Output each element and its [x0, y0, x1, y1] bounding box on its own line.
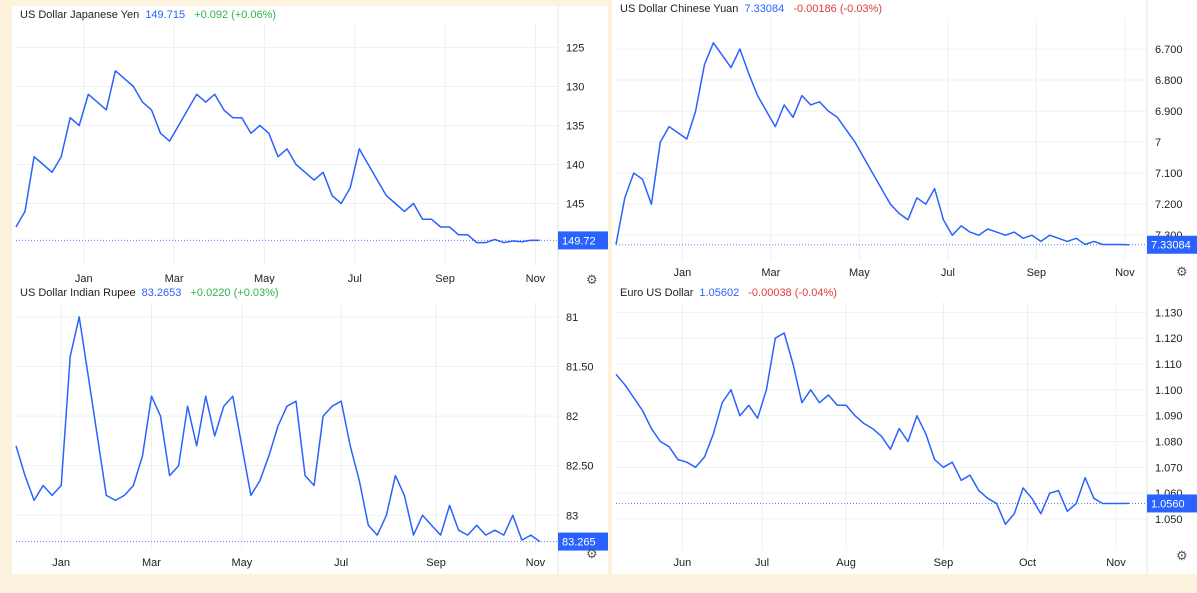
line-chart[interactable]: Jan Mar May Jul Sep Nov 81 81.50 82 82.50 83 83.265 [12, 284, 608, 574]
y-tick-label: 125 [566, 42, 584, 54]
y-tick-label: 1.070 [1155, 462, 1183, 474]
x-tick-label: Jan [674, 267, 692, 279]
chart-panel-eur-usd: Euro US Dollar 1.05602 -0.00038 (-0.04%)… [612, 284, 1197, 574]
series-line [615, 332, 1130, 525]
y-tick-label: 81.50 [566, 361, 594, 373]
last-price: 83.2653 [141, 287, 182, 299]
x-tick-label: Nov [526, 273, 546, 285]
y-tick-label: 6.800 [1155, 75, 1183, 87]
last-price: 149.715 [145, 9, 186, 21]
y-tick-label: 1.080 [1155, 437, 1183, 449]
y-tick-label: 130 [566, 81, 584, 93]
x-tick-label: May [849, 267, 870, 279]
series-line [15, 70, 540, 244]
y-tick-label: 1.130 [1155, 307, 1183, 319]
y-tick-label: 7.100 [1155, 168, 1183, 180]
last-price: 1.05602 [699, 287, 740, 299]
last-price-badge: 83.265 [558, 532, 608, 551]
badge-background [558, 231, 608, 250]
x-tick-label: Nov [526, 557, 546, 569]
chart-header: Euro US Dollar 1.05602 -0.00038 (-0.04%) [620, 287, 837, 299]
y-tick-label: 1.050 [1155, 514, 1183, 526]
chart-title: Euro US Dollar [620, 287, 694, 299]
y-tick-label: 1.110 [1155, 359, 1182, 371]
chart-title: US Dollar Indian Rupee [20, 287, 136, 299]
x-tick-label: Sep [934, 557, 954, 569]
last-price: 7.33084 [744, 3, 785, 15]
y-tick-label: 81 [566, 312, 578, 324]
line-chart[interactable]: Jan Mar May Jul Sep Nov 125 130 135 140 145 149.72 [12, 6, 608, 290]
badge-background [1147, 235, 1197, 254]
y-tick-label: 1.090 [1155, 411, 1183, 423]
x-tick-label: Oct [1019, 557, 1036, 569]
x-tick-label: Jan [75, 273, 93, 285]
last-price-badge: 1.0560 [1147, 494, 1197, 513]
x-tick-label: Jul [334, 557, 348, 569]
last-price-badge: 7.33084 [1147, 235, 1197, 254]
y-tick-label: 1.120 [1155, 333, 1183, 345]
x-tick-label: Mar [165, 273, 184, 285]
chart-title: US Dollar Chinese Yuan [620, 3, 739, 15]
gear-icon[interactable]: ⚙ [1176, 548, 1188, 563]
badge-label: 7.33084 [1151, 240, 1191, 252]
y-tick-label: 83 [566, 510, 578, 522]
badge-background [558, 532, 608, 551]
badge-label: 149.72 [562, 235, 596, 247]
x-tick-label: Jul [755, 557, 769, 569]
chart-header: US Dollar Chinese Yuan 7.33084 -0.00186 … [620, 3, 882, 15]
y-tick-label: 7 [1155, 137, 1161, 149]
line-chart[interactable]: Jun Jul Aug Sep Oct Nov1.0501.0601.0701.0801.… [612, 284, 1197, 574]
chart-header: US Dollar Japanese Yen 149.715 +0.092 (+… [20, 9, 276, 21]
series-line [15, 316, 541, 543]
x-tick-label: Jan [52, 557, 70, 569]
price-change: +0.0220 [190, 287, 231, 299]
x-tick-label: May [231, 557, 252, 569]
price-change-percent: (-0.03%) [839, 3, 882, 15]
price-change-percent: (+0.06%) [231, 9, 277, 21]
x-tick-label: Jul [348, 273, 362, 285]
y-tick-label: 140 [566, 160, 584, 172]
x-tick-label: Sep [1027, 267, 1047, 279]
chart-panel-usd-jpy: US Dollar Japanese Yen 149.715 +0.092 (+… [12, 6, 608, 290]
badge-label: 83.265 [562, 537, 596, 549]
y-tick-label: 82 [566, 411, 578, 423]
y-tick-label: 145 [566, 199, 584, 211]
line-chart[interactable]: Jan Mar May Jul Sep Nov 6.700 6.800 6.900 7 7.100 7… [612, 0, 1197, 284]
y-tick-label: 1.100 [1155, 385, 1183, 397]
x-tick-label: Mar [142, 557, 161, 569]
chart-header: US Dollar Indian Rupee 83.2653 +0.0220 (… [20, 287, 279, 299]
series-line [615, 42, 1130, 246]
x-tick-label: Jul [941, 267, 955, 279]
y-tick-label: 82.50 [566, 461, 594, 473]
chart-panel-usd-inr: US Dollar Indian Rupee 83.2653 +0.0220 (… [12, 284, 608, 574]
price-change: -0.00038 [748, 287, 792, 299]
price-change: -0.00186 [793, 3, 837, 15]
x-tick-label: Jun [674, 557, 692, 569]
chart-title: US Dollar Japanese Yen [20, 9, 140, 21]
y-tick-label: 6.700 [1155, 44, 1183, 56]
gear-icon[interactable]: ⚙ [586, 546, 598, 561]
x-tick-label: Sep [435, 273, 455, 285]
x-tick-label: Nov [1115, 267, 1135, 279]
y-tick-label: 7.200 [1155, 199, 1183, 211]
price-change: +0.092 [194, 9, 229, 21]
y-tick-label: 135 [566, 120, 584, 132]
x-tick-label: Nov [1106, 557, 1126, 569]
gear-icon[interactable]: ⚙ [1176, 264, 1188, 279]
x-tick-label: May [254, 273, 275, 285]
last-price-badge: 149.72 [558, 231, 608, 250]
price-change-percent: (-0.04%) [794, 287, 837, 299]
x-tick-label: Sep [426, 557, 446, 569]
badge-background [1147, 494, 1197, 513]
x-tick-label: Mar [761, 267, 780, 279]
y-tick-label: 6.900 [1155, 106, 1183, 118]
gear-icon[interactable]: ⚙ [586, 272, 598, 287]
chart-panel-usd-cny: US Dollar Chinese Yuan 7.33084 -0.00186 … [612, 0, 1197, 284]
x-tick-label: Aug [836, 557, 856, 569]
price-change-percent: (+0.03%) [233, 287, 279, 299]
badge-label: 1.0560 [1151, 498, 1185, 510]
